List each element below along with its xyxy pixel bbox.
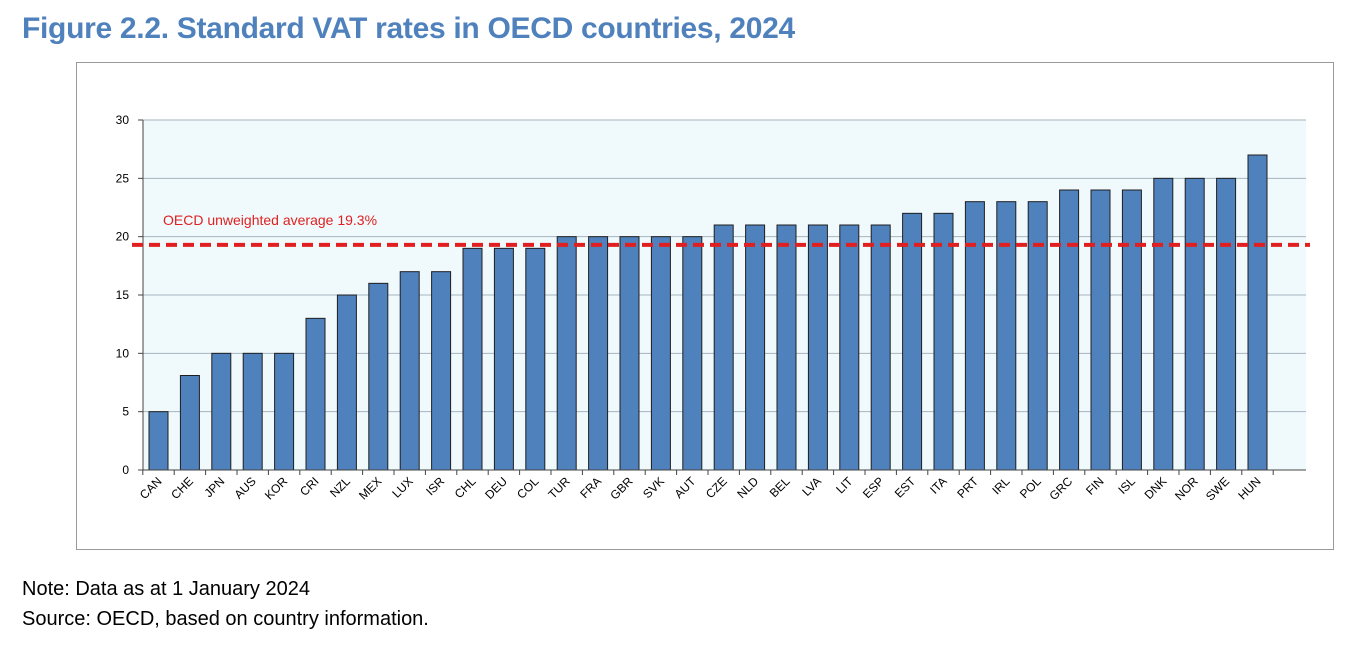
footnotes: Note: Data as at 1 January 2024 Source: …	[22, 574, 429, 634]
bar-lux	[399, 271, 420, 471]
x-tick-label: POL	[1017, 474, 1044, 501]
bar-irl	[996, 201, 1017, 471]
x-tick-label: DEU	[482, 474, 510, 502]
x-tick-label: CHE	[168, 474, 196, 502]
figure-title: Figure 2.2. Standard VAT rates in OECD c…	[22, 12, 795, 45]
bar-che	[179, 375, 200, 471]
bar-cze	[713, 224, 734, 471]
average-label: OECD unweighted average 19.3%	[163, 212, 377, 228]
source-text: Source: OECD, based on country informati…	[22, 608, 429, 630]
bar-aus	[242, 352, 263, 471]
y-tick-label: 0	[122, 463, 129, 477]
bar-isr	[431, 271, 452, 471]
x-tick-label: FIN	[1083, 474, 1107, 498]
bar-swe	[1216, 177, 1237, 471]
x-tick-label: CZE	[703, 474, 730, 501]
bar-cri	[305, 317, 326, 471]
y-tick-labels: 0 5 10 15 20 25 30	[116, 113, 130, 477]
bar-nld	[745, 224, 766, 471]
bar-prt	[964, 201, 985, 471]
bar-lit	[839, 224, 860, 471]
x-tick-label: GRC	[1046, 474, 1075, 503]
x-tick-label: LUX	[389, 474, 415, 500]
bar-nzl	[336, 294, 357, 471]
bar-col	[525, 247, 546, 471]
bar-mex	[368, 282, 389, 471]
bar-kor	[274, 352, 295, 471]
x-tick-label: BEL	[767, 474, 793, 500]
x-tick-label: FRA	[577, 474, 604, 501]
x-tick-label: LVA	[799, 474, 824, 499]
bar-aut	[682, 236, 703, 471]
x-tick-label: ESP	[860, 474, 887, 501]
bar-hun	[1247, 154, 1268, 471]
bar-est	[902, 212, 923, 471]
bar-grc	[1059, 189, 1080, 471]
x-tick-label: PRT	[954, 474, 981, 501]
x-tick-labels: CAN CHE JPN AUS KOR CRI NZL MEX LUX ISR CHL DEU COL T…	[137, 474, 1264, 504]
x-tick-label: ISR	[423, 474, 447, 498]
x-tick-label: COL	[514, 474, 542, 502]
x-tick-label: SVK	[640, 474, 667, 501]
x-tick-label: MEX	[356, 474, 384, 502]
x-tick-label: KOR	[262, 474, 291, 503]
bar-deu	[493, 247, 514, 471]
bar-ita	[933, 212, 954, 471]
x-tick-label: ITA	[927, 474, 949, 496]
bar-fra	[588, 236, 609, 471]
x-tick-label: CRI	[297, 474, 322, 499]
bar-nor	[1184, 177, 1205, 471]
x-tick-label: IRL	[989, 474, 1012, 497]
x-tick-label: SWE	[1203, 474, 1232, 503]
bar-gbr	[619, 236, 640, 471]
bar-chl	[462, 247, 483, 471]
x-tick-label: NZL	[327, 474, 353, 500]
bar-svk	[650, 236, 671, 471]
x-tick-label: AUT	[672, 474, 699, 501]
bar-pol	[1027, 201, 1048, 471]
x-tick-label: ISL	[1115, 474, 1138, 497]
y-tick-label: 15	[116, 288, 130, 302]
y-tick-label: 25	[116, 171, 130, 185]
x-tick-label: NLD	[734, 474, 761, 501]
bar-isl	[1121, 189, 1142, 471]
x-tick-label: CHL	[452, 474, 479, 501]
bar-lva	[807, 224, 828, 471]
axes	[142, 120, 1306, 475]
x-tick-label: TUR	[545, 474, 573, 502]
bar-fin	[1090, 189, 1111, 471]
bar-esp	[870, 224, 891, 471]
y-tick-label: 10	[116, 346, 130, 360]
x-tick-label: CAN	[137, 474, 165, 502]
y-tick-label: 5	[122, 405, 129, 419]
x-tick-label: AUS	[231, 474, 258, 501]
bar-bel	[776, 224, 797, 471]
bar-can	[148, 411, 169, 471]
x-tick-label: GBR	[607, 474, 636, 503]
bar-jpn	[211, 352, 232, 471]
bar-tur	[556, 236, 577, 471]
x-tick-label: DNK	[1142, 474, 1170, 502]
bar-dnk	[1153, 177, 1174, 471]
x-tick-label: LIT	[833, 474, 856, 497]
x-tick-label: HUN	[1235, 474, 1263, 502]
y-tick-label: 30	[116, 113, 130, 127]
x-tick-label: NOR	[1172, 474, 1201, 503]
x-tick-label: EST	[892, 474, 919, 501]
note-text: Note: Data as at 1 January 2024	[22, 578, 310, 600]
x-tick-label: JPN	[201, 474, 227, 500]
y-tick-label: 20	[116, 230, 130, 244]
